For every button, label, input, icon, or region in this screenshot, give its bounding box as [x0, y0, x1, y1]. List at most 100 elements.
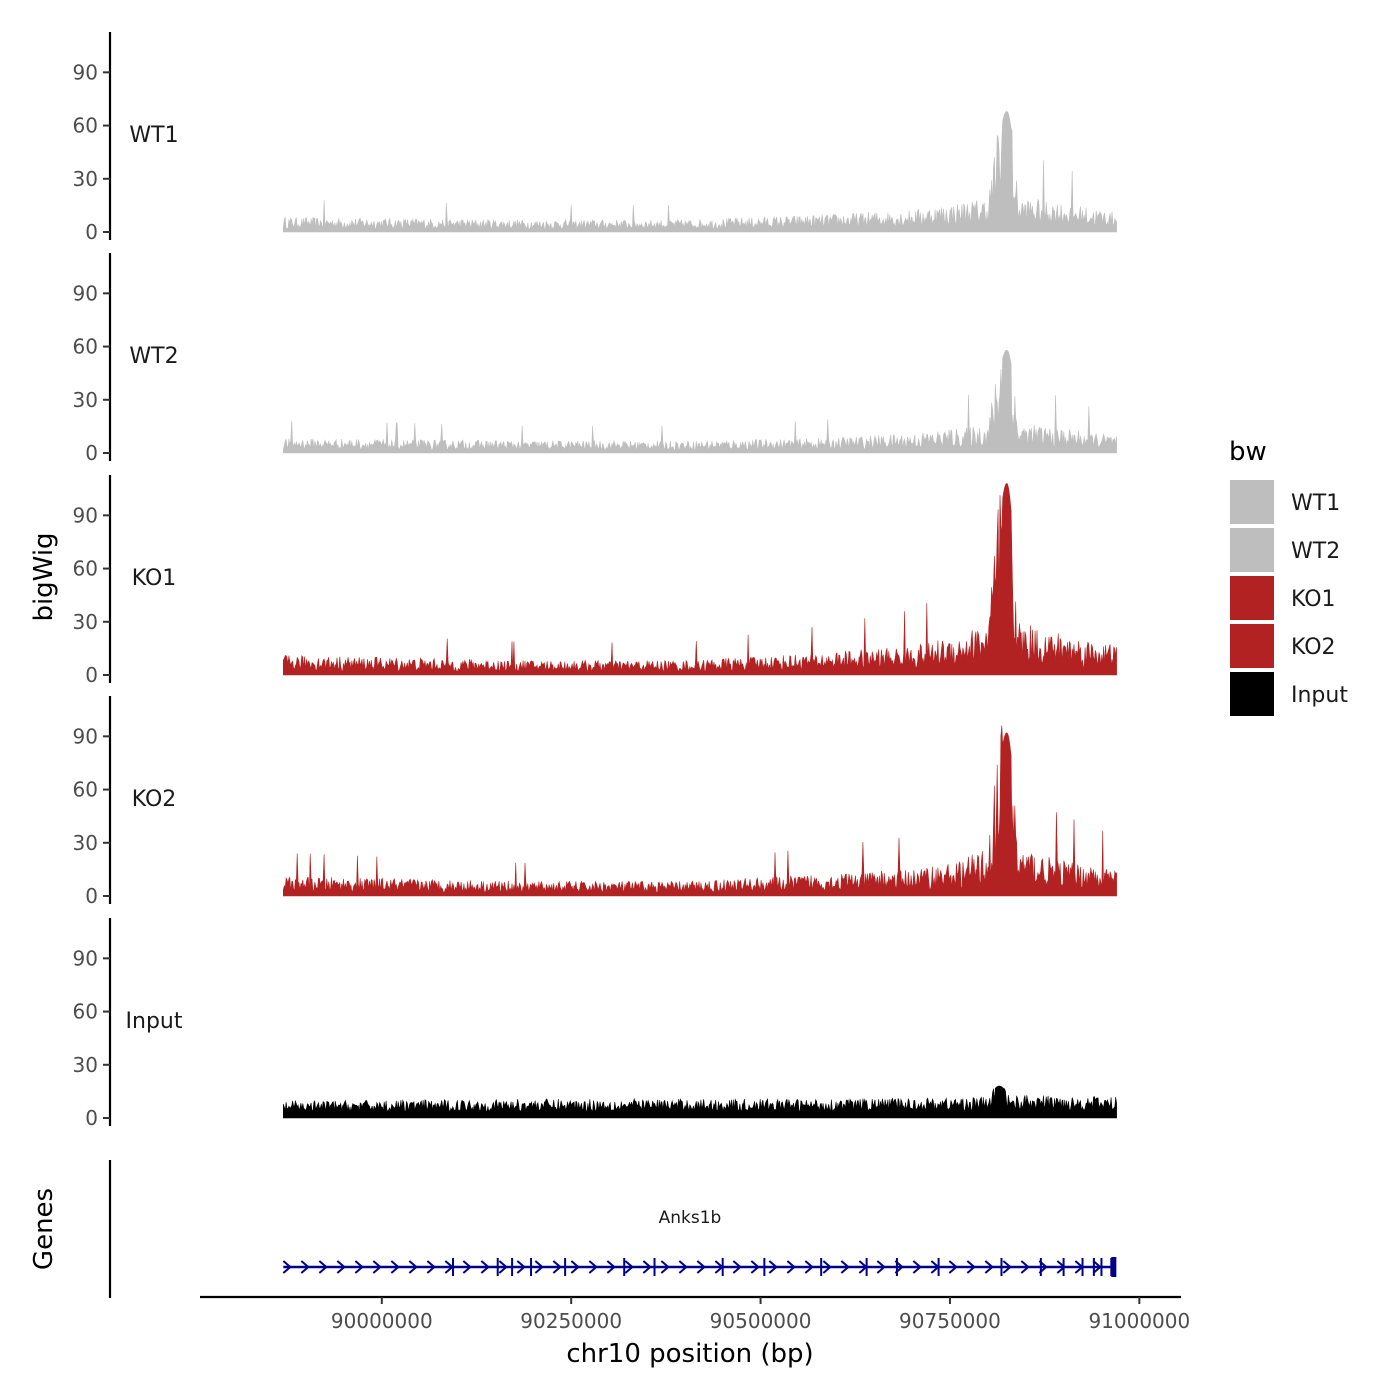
strand-arrow: [606, 1260, 616, 1274]
strand-arrow: [804, 1260, 814, 1274]
exon-mark-14: [1039, 1258, 1042, 1276]
strand-arrow: [372, 1260, 382, 1274]
y-tick-label-wt1-90: 90: [73, 60, 98, 84]
exon-mark-8: [763, 1258, 766, 1276]
track-panel-ko2: 0 30 60 90 KO2: [73, 696, 1117, 908]
track-panel-wt2: 0 30 60 90 WT2: [73, 253, 1117, 465]
strand-arrow: [642, 1260, 652, 1274]
x-axis-title: chr10 position (bp): [566, 1339, 813, 1369]
exon-mark-15: [1062, 1258, 1065, 1276]
y-tick-label-wt2-60: 60: [73, 335, 98, 359]
legend-swatch-ko1: [1230, 576, 1274, 620]
strand-arrow: [750, 1260, 760, 1274]
strand-arrow: [354, 1260, 364, 1274]
exon-mark-4: [564, 1258, 567, 1276]
strand-arrow: [876, 1260, 886, 1274]
exon-mark-6: [653, 1258, 656, 1276]
x-tick-label-90500000: 90500000: [710, 1309, 812, 1333]
y-tick-label-ko2-60: 60: [73, 778, 98, 802]
exon-mark-11: [895, 1258, 898, 1276]
signal-area-wt1: [283, 111, 1117, 233]
y-tick-label-input-60: 60: [73, 1000, 98, 1024]
y-tick-label-ko2-30: 30: [73, 831, 98, 855]
exon-mark-16: [1081, 1258, 1084, 1276]
track-label-ko2: KO2: [132, 787, 177, 812]
exon-mark-12: [937, 1258, 940, 1276]
exon-mark-0: [452, 1258, 455, 1276]
exon-mark-5: [623, 1258, 626, 1276]
strand-arrow: [390, 1260, 400, 1274]
strand-arrow: [588, 1260, 598, 1274]
exon-mark-2: [511, 1258, 514, 1276]
y-axis-title: bigWig: [29, 532, 59, 621]
legend-label-ko2: KO2: [1291, 635, 1336, 660]
x-tick-label-90000000: 90000000: [331, 1309, 433, 1333]
strand-arrow: [408, 1260, 418, 1274]
strand-arrow: [768, 1260, 778, 1274]
y-tick-label-ko1-0: 0: [85, 663, 98, 687]
y-tick-label-wt1-0: 0: [85, 220, 98, 244]
gene-end-block: [1111, 1257, 1117, 1277]
strand-arrow: [534, 1260, 544, 1274]
strand-arrow: [570, 1260, 580, 1274]
strand-arrow: [948, 1260, 958, 1274]
strand-arrow: [696, 1260, 706, 1274]
strand-arrow: [336, 1260, 346, 1274]
strand-arrow: [678, 1260, 688, 1274]
y-tick-label-wt1-60: 60: [73, 114, 98, 138]
strand-arrow: [1002, 1260, 1012, 1274]
y-tick-label-input-90: 90: [73, 946, 98, 970]
strand-arrow: [426, 1260, 436, 1274]
legend-swatch-ko2: [1230, 624, 1274, 668]
y-tick-label-ko1-30: 30: [73, 610, 98, 634]
strand-arrow: [1092, 1260, 1102, 1274]
strand-arrow: [300, 1260, 310, 1274]
legend-swatch-wt2: [1230, 528, 1274, 572]
strand-arrow: [552, 1260, 562, 1274]
y-tick-label-wt1-30: 30: [73, 167, 98, 191]
strand-arrow: [480, 1260, 490, 1274]
signal-area-ko2: [283, 725, 1117, 897]
strand-arrow: [912, 1260, 922, 1274]
strand-arrow: [840, 1260, 850, 1274]
exon-mark-10: [865, 1258, 868, 1276]
y-tick-label-wt2-90: 90: [73, 281, 98, 305]
strand-arrow: [786, 1260, 796, 1274]
track-panels: 0 30 60 90 WT1 0 30 60 90 WT2 0 30 60 90 KO1 0 30 60 90 KO2…: [73, 32, 1117, 1130]
track-label-wt1: WT1: [129, 123, 178, 148]
signal-area-wt2: [283, 349, 1117, 454]
strand-arrow: [822, 1260, 832, 1274]
genes-axis-title: Genes: [29, 1188, 59, 1270]
legend-label-ko1: KO1: [1291, 587, 1336, 612]
exon-mark-18: [1100, 1258, 1103, 1276]
legend-swatch-input: [1230, 672, 1274, 716]
exon-mark-9: [820, 1258, 823, 1276]
legend-swatch-wt1: [1230, 480, 1274, 524]
exon-mark-1: [496, 1258, 499, 1276]
strand-arrow: [660, 1260, 670, 1274]
track-label-input: Input: [126, 1009, 183, 1034]
strand-arrow: [516, 1260, 526, 1274]
gene-panel: Anks1b: [108, 1160, 1117, 1298]
strand-arrow: [732, 1260, 742, 1274]
track-panel-input: 0 30 60 90 Input: [73, 918, 1117, 1130]
x-tick-label-91000000: 91000000: [1088, 1309, 1190, 1333]
signal-area-input: [283, 1085, 1117, 1119]
legend-label-wt1: WT1: [1291, 491, 1340, 516]
y-tick-label-input-0: 0: [85, 1106, 98, 1130]
exon-mark-13: [1000, 1258, 1003, 1276]
exon-mark-3: [530, 1258, 533, 1276]
exon-mark-19: [1110, 1258, 1113, 1276]
legend-label-input: Input: [1291, 683, 1348, 708]
y-tick-label-ko1-60: 60: [73, 557, 98, 581]
y-tick-label-input-30: 30: [73, 1053, 98, 1077]
track-label-wt2: WT2: [129, 344, 178, 369]
y-tick-label-wt2-0: 0: [85, 441, 98, 465]
x-tick-label-90250000: 90250000: [520, 1309, 622, 1333]
strand-arrow: [1020, 1260, 1030, 1274]
signal-area-ko1: [283, 483, 1117, 676]
track-panel-ko1: 0 30 60 90 KO1: [73, 475, 1117, 687]
strand-arrow: [318, 1260, 328, 1274]
y-tick-label-ko1-90: 90: [73, 503, 98, 527]
